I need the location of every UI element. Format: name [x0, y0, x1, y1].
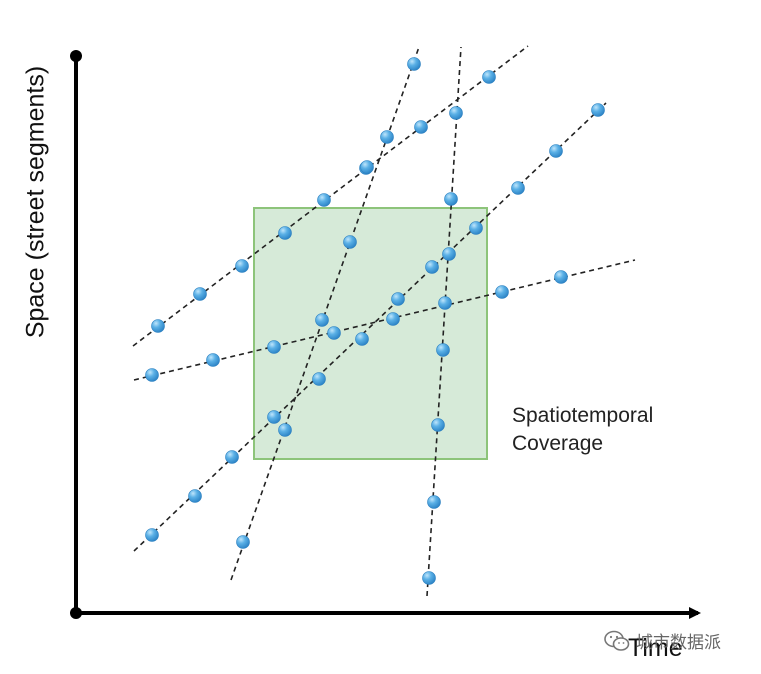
observation-point [444, 192, 458, 206]
observation-point [469, 221, 483, 235]
y-axis-label: Space (street segments) [21, 65, 50, 339]
trajectory-2 [133, 259, 636, 382]
spatiotemporal-coverage-box [253, 207, 488, 460]
observation-point [407, 57, 421, 71]
x-axis-label: Time [628, 634, 683, 662]
observation-point [591, 103, 605, 117]
observation-point [312, 372, 326, 386]
observation-point [427, 495, 441, 509]
observation-point [414, 120, 428, 134]
observation-point [235, 259, 249, 273]
observation-point [355, 332, 369, 346]
observation-point [206, 353, 220, 367]
trajectories-layer [132, 45, 636, 597]
observation-point [315, 313, 329, 327]
coverage-label-line1: Spatiotemporal [512, 404, 654, 427]
observation-point [193, 287, 207, 301]
observation-point [549, 144, 563, 158]
coverage-label-line2: Coverage [512, 432, 604, 455]
observation-point [317, 193, 331, 207]
y-axis-origin-dot [70, 50, 82, 62]
trajectory-3 [133, 102, 607, 552]
observation-point [449, 106, 463, 120]
watermark: 城市数据派 [604, 628, 721, 653]
wechat-icon [604, 630, 630, 651]
observation-point [360, 160, 374, 174]
observation-point [278, 423, 292, 437]
trajectory-5 [422, 46, 463, 597]
trajectory-line [133, 102, 607, 552]
observation-point [431, 418, 445, 432]
observation-point [495, 285, 509, 299]
observation-point [236, 535, 250, 549]
observation-point [511, 181, 525, 195]
observation-point [145, 368, 159, 382]
observation-point [327, 326, 341, 340]
observation-point [145, 528, 159, 542]
trajectory-4 [230, 46, 421, 581]
observation-point [422, 571, 436, 585]
observation-point [225, 450, 239, 464]
observation-point [425, 260, 439, 274]
observation-point [188, 489, 202, 503]
observation-point [151, 319, 165, 333]
observation-point [554, 270, 568, 284]
coverage-label: Spatiotemporal Coverage [512, 402, 653, 458]
observation-point [343, 235, 357, 249]
observation-point [438, 296, 452, 310]
axis-origin-dot [70, 607, 82, 619]
observation-point [442, 247, 456, 261]
observation-point [436, 343, 450, 357]
observation-point [267, 410, 281, 424]
observation-point [386, 312, 400, 326]
observation-point [482, 70, 496, 84]
observation-point [391, 292, 405, 306]
observation-point [380, 130, 394, 144]
watermark-text: 城市数据派 [636, 633, 721, 652]
observation-point [267, 340, 281, 354]
y-axis-label-container: Space (street segments) [6, 52, 66, 352]
observation-point [278, 226, 292, 240]
